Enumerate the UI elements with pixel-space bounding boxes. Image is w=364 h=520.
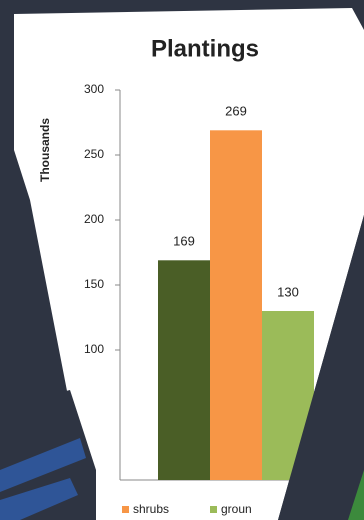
y-tick-label: 300 — [84, 82, 104, 96]
legend-swatch — [122, 506, 129, 513]
decor-dark — [278, 215, 364, 520]
data-label: 130 — [277, 284, 299, 299]
bar — [210, 130, 262, 481]
data-label: 269 — [225, 104, 247, 119]
y-tick-label: 150 — [84, 277, 104, 291]
y-tick-label: 200 — [84, 212, 104, 226]
bar — [158, 260, 210, 480]
y-tick-label: 250 — [84, 147, 104, 161]
decor-stripe — [0, 478, 78, 520]
y-axis-label: Thousands — [38, 118, 52, 182]
decor-stripe — [0, 438, 86, 492]
legend-label: shrubs — [133, 502, 169, 516]
legend-swatch — [210, 506, 217, 513]
legend-label: groun — [221, 502, 252, 516]
data-label: 169 — [173, 234, 195, 249]
chart-title: Plantings — [151, 35, 259, 62]
y-tick-label: 100 — [84, 342, 104, 356]
decor-green — [348, 470, 364, 520]
decoration — [0, 215, 364, 520]
